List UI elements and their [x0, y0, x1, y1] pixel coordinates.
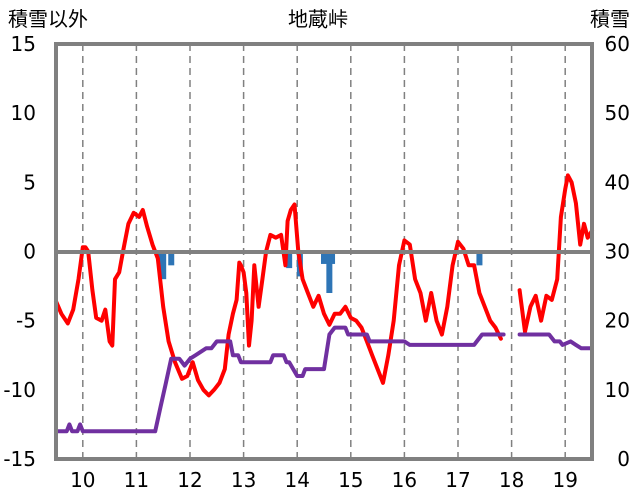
x-tick-label: 19 — [552, 468, 577, 492]
right-tick-label: 30 — [605, 240, 630, 264]
left-tick-label: -5 — [16, 309, 36, 333]
right-y-ticks: 60 50 40 30 20 10 0 — [605, 32, 630, 471]
precipitation-bar — [286, 251, 293, 269]
right-tick-label: 40 — [605, 170, 630, 194]
x-tick-label: 12 — [177, 468, 202, 492]
right-tick-label: 0 — [617, 447, 630, 471]
snow-depth-line — [517, 332, 594, 351]
x-tick-label: 18 — [499, 468, 524, 492]
precipitation-bars — [157, 251, 483, 293]
x-tick-label: 13 — [231, 468, 256, 492]
x-tick-label: 15 — [338, 468, 363, 492]
x-tick-label: 10 — [70, 468, 95, 492]
left-y-ticks: 15 10 5 0 -5 -10 -15 — [3, 32, 36, 471]
temperature-line — [54, 202, 503, 398]
temperature-line — [517, 173, 594, 334]
precipitation-bar — [321, 251, 327, 264]
precipitation-bar — [329, 251, 336, 264]
right-axis-label: 積雪 — [590, 7, 630, 31]
x-tick-label: 17 — [445, 468, 470, 492]
chart-title: 地蔵峠 — [288, 7, 348, 31]
x-ticks: 10 11 12 13 14 15 16 17 18 19 — [70, 468, 578, 492]
right-tick-label: 60 — [605, 32, 630, 56]
right-tick-label: 50 — [605, 101, 630, 125]
precipitation-bar — [168, 251, 175, 266]
right-tick-label: 10 — [605, 378, 630, 402]
left-axis-label: 積雪以外 — [8, 7, 88, 31]
precipitation-bar — [476, 251, 483, 266]
x-tick-label: 14 — [284, 468, 309, 492]
x-tick-label: 11 — [124, 468, 149, 492]
x-tick-label: 16 — [392, 468, 417, 492]
left-tick-label: 0 — [23, 240, 36, 264]
precipitation-bar — [326, 251, 333, 293]
left-tick-label: 10 — [11, 101, 36, 125]
left-tick-label: -15 — [3, 447, 36, 471]
line-series — [54, 173, 594, 434]
left-tick-label: -10 — [3, 378, 36, 402]
precipitation-bar — [160, 251, 167, 280]
left-tick-label: 5 — [23, 170, 36, 194]
snow-depth-line — [54, 325, 506, 434]
right-tick-label: 20 — [605, 309, 630, 333]
left-tick-label: 15 — [11, 32, 36, 56]
